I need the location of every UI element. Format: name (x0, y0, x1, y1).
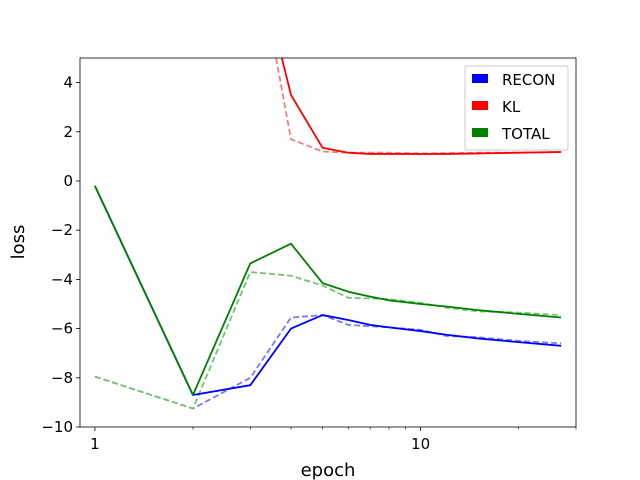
y-tick-label: −10 (41, 418, 73, 436)
y-tick-label: −2 (51, 221, 73, 239)
y-tick-label: 0 (63, 172, 73, 190)
y-tick-label: −8 (51, 369, 73, 387)
legend-swatch-kl (472, 101, 488, 110)
legend-swatch-total (472, 128, 488, 137)
x-tick-label: 10 (411, 435, 430, 453)
kl-line (280, 58, 562, 155)
y-tick-label: 4 (63, 74, 73, 92)
y-tick-label: −4 (51, 270, 73, 288)
ticks-layer: −10 −8 −6 −4 −2 0 2 4 1 10 (41, 74, 577, 453)
y-axis-label: loss (8, 225, 29, 260)
legend-label-kl: KL (502, 98, 521, 116)
legend-label-recon: RECON (502, 71, 555, 89)
series-layer (94, 58, 562, 410)
legend-swatch-recon (472, 74, 488, 83)
legend-frame (464, 65, 569, 151)
y-tick-label: −6 (51, 320, 73, 338)
plot-frame (79, 57, 577, 428)
recon-line (94, 185, 562, 396)
total-line (94, 185, 562, 396)
y-tick-label: 2 (63, 123, 73, 141)
x-axis-label: epoch (301, 460, 356, 480)
series-3-dashed-line (94, 314, 562, 410)
x-tick-label: 1 (90, 435, 100, 453)
legend: RECON KL TOTAL (464, 65, 569, 151)
legend-label-total: TOTAL (501, 125, 550, 143)
